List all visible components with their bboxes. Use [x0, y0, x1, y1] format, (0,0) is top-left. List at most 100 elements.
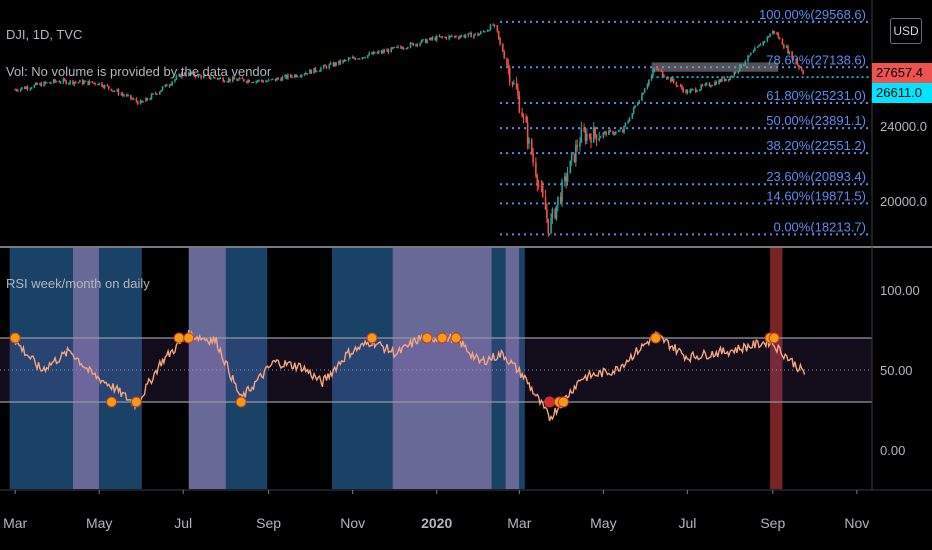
- price-candle-123: [251, 81, 253, 84]
- price-candle-118: [241, 76, 244, 80]
- price-candle-31: [73, 82, 76, 87]
- price-candle-94: [194, 75, 197, 79]
- price-candle-126: [256, 79, 259, 83]
- price-candle-232: [460, 34, 463, 38]
- price-candle-294: [580, 121, 583, 144]
- fibonacci-levels[interactable]: 100.00%(29568.6) 78.60%(27138.6) 61.80%(25…: [500, 7, 872, 236]
- candle-body: [682, 88, 685, 93]
- price-candle-143: [289, 73, 292, 79]
- price-candle-351: [690, 88, 693, 92]
- price-candle-199: [397, 44, 399, 49]
- price-candle-129: [262, 79, 264, 83]
- candle-body: [653, 67, 656, 71]
- price-candle-4: [21, 87, 23, 90]
- price-candle-14: [40, 81, 43, 87]
- axes[interactable]: 20000.0 24000.0 0.00 50.00 100.00 Mar May Jul Se…: [0, 0, 932, 531]
- price-candle-9: [30, 86, 33, 90]
- candle-body: [72, 80, 74, 85]
- candle-body: [293, 74, 296, 78]
- price-candle-169: [339, 59, 342, 66]
- price-candle-59: [127, 93, 129, 97]
- candle-body: [314, 68, 317, 72]
- candle-body: [575, 145, 577, 163]
- price-candle-183: [367, 54, 369, 59]
- price-candle-16: [44, 81, 47, 85]
- price-candle-240: [477, 32, 479, 37]
- candle-body: [773, 30, 775, 33]
- candle-body: [200, 75, 202, 78]
- price-candle-133: [270, 79, 273, 81]
- candle-body: [588, 134, 591, 137]
- price-candle-99: [204, 74, 207, 76]
- overbought-marker-1: [173, 332, 185, 344]
- candle-body: [361, 57, 364, 59]
- price-candle-327: [643, 88, 646, 93]
- candle-body: [280, 78, 282, 81]
- price-candle-89: [185, 73, 187, 77]
- price-candle-171: [343, 58, 346, 62]
- price-candle-78: [164, 84, 167, 88]
- price-candle-388: [762, 41, 764, 47]
- candle-body: [675, 82, 678, 86]
- price-candle-250: [496, 24, 499, 33]
- price-candle-71: [150, 93, 153, 100]
- price-candle-84: [175, 74, 178, 81]
- signal-band-10: [770, 248, 783, 489]
- candle-body: [174, 79, 176, 82]
- candle-body: [679, 85, 682, 87]
- indicator-legend[interactable]: RSI week/month on daily: [6, 276, 150, 291]
- candle-body: [183, 72, 186, 75]
- price-candle-47: [103, 84, 106, 90]
- price-candle-401: [787, 44, 789, 54]
- candle-body: [419, 43, 421, 46]
- price-candle-217: [431, 36, 434, 41]
- price-candle-58: [125, 93, 128, 97]
- price-candle-190: [380, 49, 383, 54]
- price-candle-343: [675, 81, 678, 88]
- price-candle-132: [267, 78, 270, 82]
- candle-body: [266, 81, 269, 83]
- price-candle-144: [291, 74, 293, 79]
- candle-body: [663, 75, 665, 78]
- signal-band-2: [99, 248, 142, 489]
- price-candle-1: [15, 88, 18, 92]
- candle-body: [223, 81, 226, 83]
- candle-body: [777, 33, 780, 38]
- overbought-marker-3: [366, 332, 378, 344]
- candle-body: [113, 90, 116, 92]
- price-candle-288: [569, 160, 572, 174]
- candle-body: [291, 76, 293, 78]
- candle-body: [656, 67, 658, 70]
- candle-body: [106, 85, 109, 87]
- price-candle-331: [652, 68, 654, 77]
- candle-body: [219, 77, 222, 79]
- price-candle-30: [72, 79, 74, 86]
- price-candle-175: [351, 55, 354, 59]
- price-candle-182: [364, 56, 366, 59]
- price-candle-55: [120, 91, 123, 96]
- price-candle-170: [342, 59, 344, 64]
- candle-body: [412, 43, 415, 46]
- candle-body: [772, 30, 774, 34]
- price-candle-310: [612, 130, 614, 136]
- candle-body: [641, 94, 643, 101]
- candle-body: [73, 82, 76, 85]
- price-candle-391: [767, 36, 770, 38]
- candle-body: [430, 37, 432, 40]
- price-candle-38: [87, 80, 89, 86]
- symbol-legend[interactable]: DJI, 1D, TVC: [6, 27, 83, 42]
- candle-body: [787, 46, 789, 54]
- candle-body: [262, 81, 264, 83]
- price-candle-368: [723, 76, 726, 82]
- price-candle-194: [387, 48, 390, 55]
- currency-button[interactable]: USD: [890, 18, 922, 44]
- candle-body: [207, 74, 209, 76]
- candle-body: [112, 90, 114, 92]
- candle-body: [371, 53, 373, 55]
- candle-body: [608, 130, 610, 136]
- candle-body: [493, 25, 496, 27]
- candle-body: [351, 57, 354, 59]
- price-candle-228: [453, 35, 456, 39]
- candle-body: [791, 51, 793, 59]
